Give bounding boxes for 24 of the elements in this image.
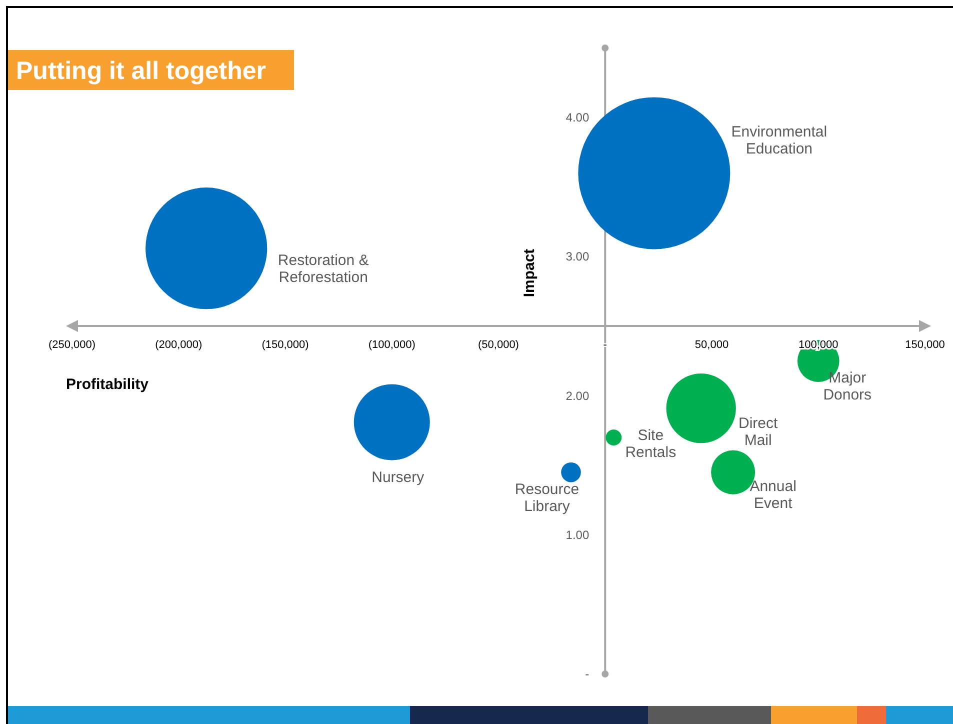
annotation: Direct Mail (738, 414, 779, 449)
x-axis-title: Profitability (66, 376, 150, 393)
x-tick-label: (150,000) (262, 339, 309, 351)
annotation: Annual Event (750, 478, 796, 512)
x-tick-label: (250,000) (48, 339, 96, 351)
x-tick-label: (200,000) (155, 339, 202, 351)
x-tick-label: 50,000 (694, 339, 729, 351)
annotation: Restoration & Reforestation (278, 252, 369, 286)
annotation: Major Donors (823, 370, 872, 404)
y-tick-label: 4.00 (566, 110, 590, 125)
annotation: Nursery (372, 469, 425, 486)
x-tick-label: - (603, 339, 608, 351)
y-axis-title: Impact (521, 248, 538, 298)
y-tick-label: 2.00 (566, 388, 590, 403)
y-tick-label: 3.00 (566, 250, 590, 264)
x-tick-label: (50,000) (478, 339, 519, 351)
annotation: Resource Library (514, 480, 580, 515)
y-tick-label: 1.00 (566, 528, 590, 542)
chart-title: Putting it all together (16, 57, 266, 85)
y-tick-label: - (585, 667, 590, 681)
x-tick-label: (100,000) (368, 339, 416, 351)
annotation: Environmental Education (731, 124, 828, 158)
annotation: Site Rentals (625, 427, 676, 462)
x-tick-label: 150,000 (905, 339, 945, 351)
